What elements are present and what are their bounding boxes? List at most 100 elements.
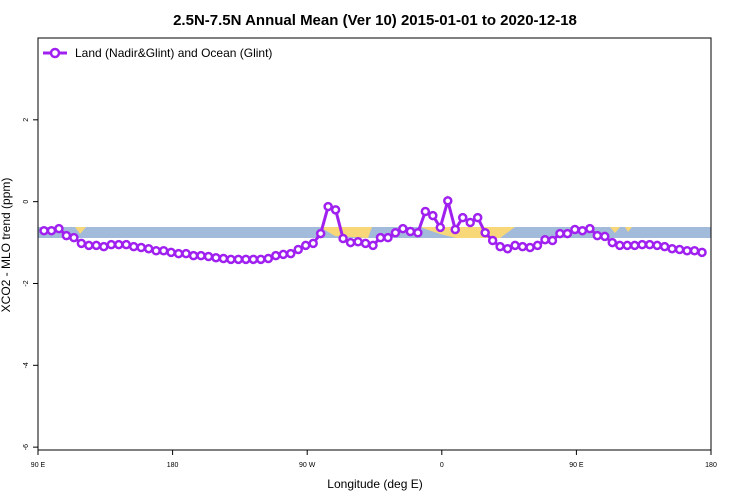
y-tick-label: -6 bbox=[23, 444, 30, 450]
data-point bbox=[398, 223, 408, 234]
data-point bbox=[652, 240, 662, 251]
data-point bbox=[375, 232, 386, 243]
data-point bbox=[263, 253, 274, 264]
data-point bbox=[585, 223, 595, 234]
data-point bbox=[114, 239, 124, 250]
data-point bbox=[136, 242, 146, 253]
data-point bbox=[226, 254, 236, 265]
data-point bbox=[555, 228, 565, 239]
data-point bbox=[592, 230, 603, 241]
data-point bbox=[293, 244, 303, 255]
data-point bbox=[99, 241, 109, 252]
data-point bbox=[323, 201, 333, 212]
data-point bbox=[300, 240, 311, 251]
data-point bbox=[383, 232, 393, 243]
x-tick-label: 0 bbox=[440, 462, 444, 469]
data-point bbox=[435, 222, 446, 233]
data-point bbox=[532, 240, 543, 251]
data-point bbox=[629, 240, 640, 251]
data-point bbox=[84, 240, 94, 251]
data-point bbox=[106, 239, 117, 250]
data-point bbox=[510, 240, 520, 251]
data-point bbox=[577, 225, 588, 236]
data-point bbox=[338, 233, 348, 244]
band bbox=[38, 227, 711, 238]
data-point bbox=[211, 252, 221, 263]
data-point bbox=[39, 225, 49, 236]
data-point bbox=[173, 248, 184, 259]
data-point bbox=[121, 239, 131, 250]
y-tick-label: 2 bbox=[23, 118, 30, 122]
background-band bbox=[38, 227, 711, 238]
data-point bbox=[457, 212, 468, 223]
data-point bbox=[502, 243, 513, 254]
x-tick-label: 180 bbox=[705, 462, 717, 469]
band-patch bbox=[75, 227, 632, 238]
legend-label: Land (Nadir&Glint) and Ocean (Glint) bbox=[75, 46, 272, 60]
data-point bbox=[428, 210, 438, 221]
data-point bbox=[659, 241, 670, 252]
data-point bbox=[637, 239, 647, 250]
data-point bbox=[143, 243, 154, 254]
data-point bbox=[517, 241, 528, 252]
y-tick-label: -4 bbox=[23, 362, 30, 368]
x-tick-label: 90 W bbox=[299, 462, 316, 469]
data-point bbox=[196, 250, 206, 261]
data-point bbox=[248, 254, 259, 265]
data-point bbox=[203, 251, 214, 262]
x-tick-label: 90 E bbox=[31, 462, 46, 469]
x-tick-label: 90 E bbox=[569, 462, 584, 469]
y-tick-label: 0 bbox=[23, 200, 30, 204]
data-point bbox=[46, 225, 57, 236]
legend-marker bbox=[49, 47, 61, 59]
x-axis-label: Longitude (deg E) bbox=[327, 477, 422, 491]
data-point bbox=[472, 212, 483, 223]
data-point bbox=[151, 246, 161, 256]
data-point bbox=[667, 243, 677, 254]
data-point bbox=[390, 227, 401, 238]
data-point bbox=[360, 238, 371, 249]
data-point bbox=[345, 237, 356, 248]
data-point bbox=[570, 224, 580, 235]
data-point bbox=[54, 223, 64, 234]
data-point bbox=[285, 248, 296, 259]
data-point bbox=[600, 231, 610, 242]
data-point bbox=[443, 196, 453, 206]
data-point bbox=[353, 236, 363, 247]
data-point bbox=[128, 241, 139, 252]
data-point bbox=[644, 239, 655, 250]
data-point bbox=[682, 246, 692, 256]
data-point bbox=[607, 237, 618, 248]
y-tick-label: -2 bbox=[23, 280, 30, 286]
data-point bbox=[181, 248, 191, 259]
x-tick-label: 180 bbox=[167, 462, 179, 469]
data-point bbox=[61, 230, 72, 241]
data-point bbox=[465, 217, 475, 228]
data-point bbox=[420, 206, 431, 217]
data-point bbox=[405, 226, 416, 237]
data-point bbox=[308, 238, 318, 249]
data-point bbox=[166, 247, 176, 258]
data-point bbox=[278, 249, 289, 260]
data-point bbox=[525, 242, 535, 253]
data-point bbox=[271, 250, 281, 261]
data-point bbox=[495, 241, 505, 252]
data-point bbox=[188, 250, 199, 261]
data-point bbox=[450, 224, 461, 235]
data-point bbox=[622, 240, 632, 251]
data-point bbox=[697, 247, 707, 258]
data-point bbox=[158, 246, 169, 256]
data-point bbox=[330, 205, 341, 215]
data-point bbox=[487, 235, 498, 246]
data-point bbox=[547, 235, 558, 246]
data-point bbox=[615, 240, 625, 251]
data-point bbox=[413, 227, 423, 238]
data-point bbox=[241, 254, 251, 265]
data-point bbox=[562, 228, 573, 239]
y-axis-label: XCO2 - MLO trend (ppm) bbox=[0, 178, 13, 313]
data-point bbox=[368, 240, 378, 251]
data-point bbox=[315, 228, 326, 239]
data-point bbox=[91, 240, 102, 251]
data-point bbox=[76, 238, 87, 249]
